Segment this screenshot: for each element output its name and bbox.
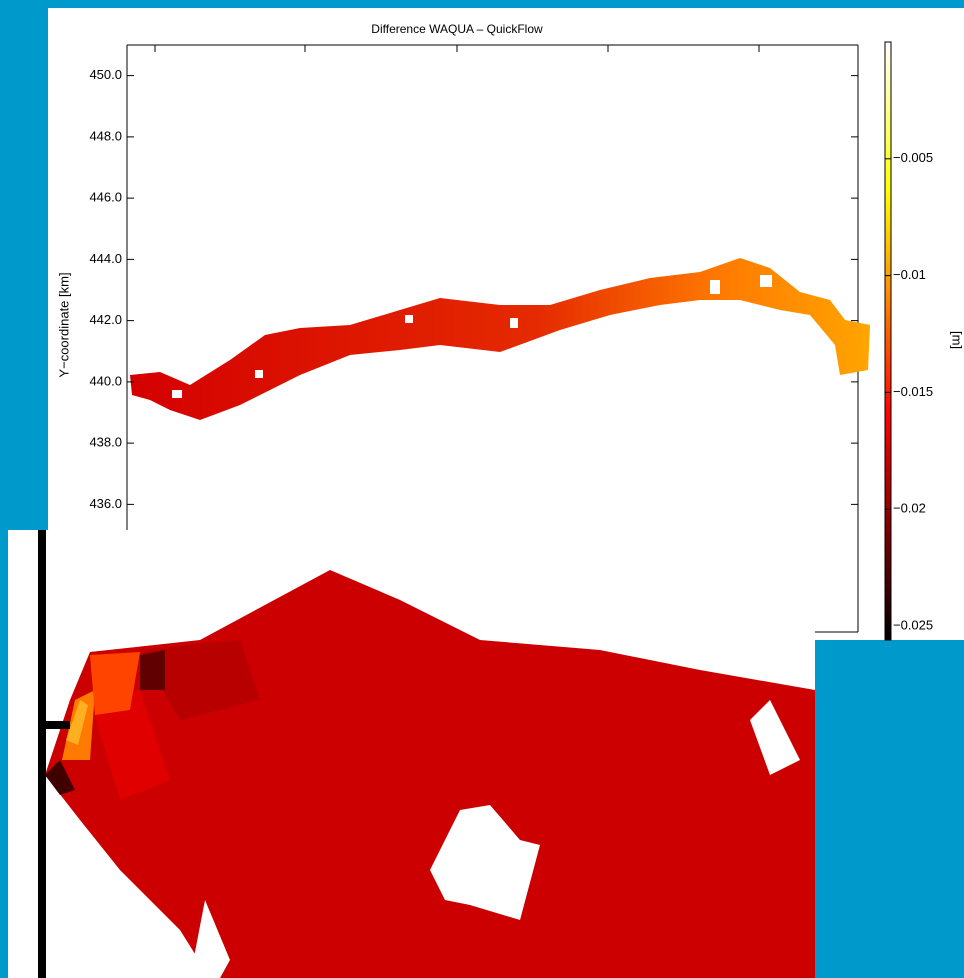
colorbar-tick-label: −0.02 bbox=[893, 501, 926, 516]
y-tick-label: 450.0 bbox=[89, 67, 122, 82]
y-tick-label: 438.0 bbox=[89, 435, 122, 450]
y-tick-label: 444.0 bbox=[89, 251, 122, 266]
y-axis-label: Y−coordinate [km] bbox=[56, 272, 71, 377]
zoom-inset bbox=[8, 530, 815, 978]
colorbar-tick-label: −0.015 bbox=[893, 384, 933, 399]
colorbar-label: [m] bbox=[950, 331, 964, 349]
chart-title: Difference WAQUA – QuickFlow bbox=[371, 22, 543, 36]
colorbar-tick-label: −0.025 bbox=[893, 617, 933, 632]
dry-cells bbox=[172, 275, 772, 398]
river-domain bbox=[130, 258, 870, 420]
y-tick-label: 442.0 bbox=[89, 312, 122, 327]
y-tick-label: 440.0 bbox=[89, 373, 122, 388]
colorbar-tick-label: −0.005 bbox=[893, 150, 933, 165]
colorbar-tick-label: −0.01 bbox=[893, 267, 926, 282]
plot-panel bbox=[48, 8, 964, 530]
y-tick-label: 436.0 bbox=[89, 496, 122, 511]
y-tick-label: 448.0 bbox=[89, 128, 122, 143]
background-patch bbox=[815, 688, 964, 978]
colorbar bbox=[884, 41, 892, 641]
y-tick-label: 446.0 bbox=[89, 190, 122, 205]
